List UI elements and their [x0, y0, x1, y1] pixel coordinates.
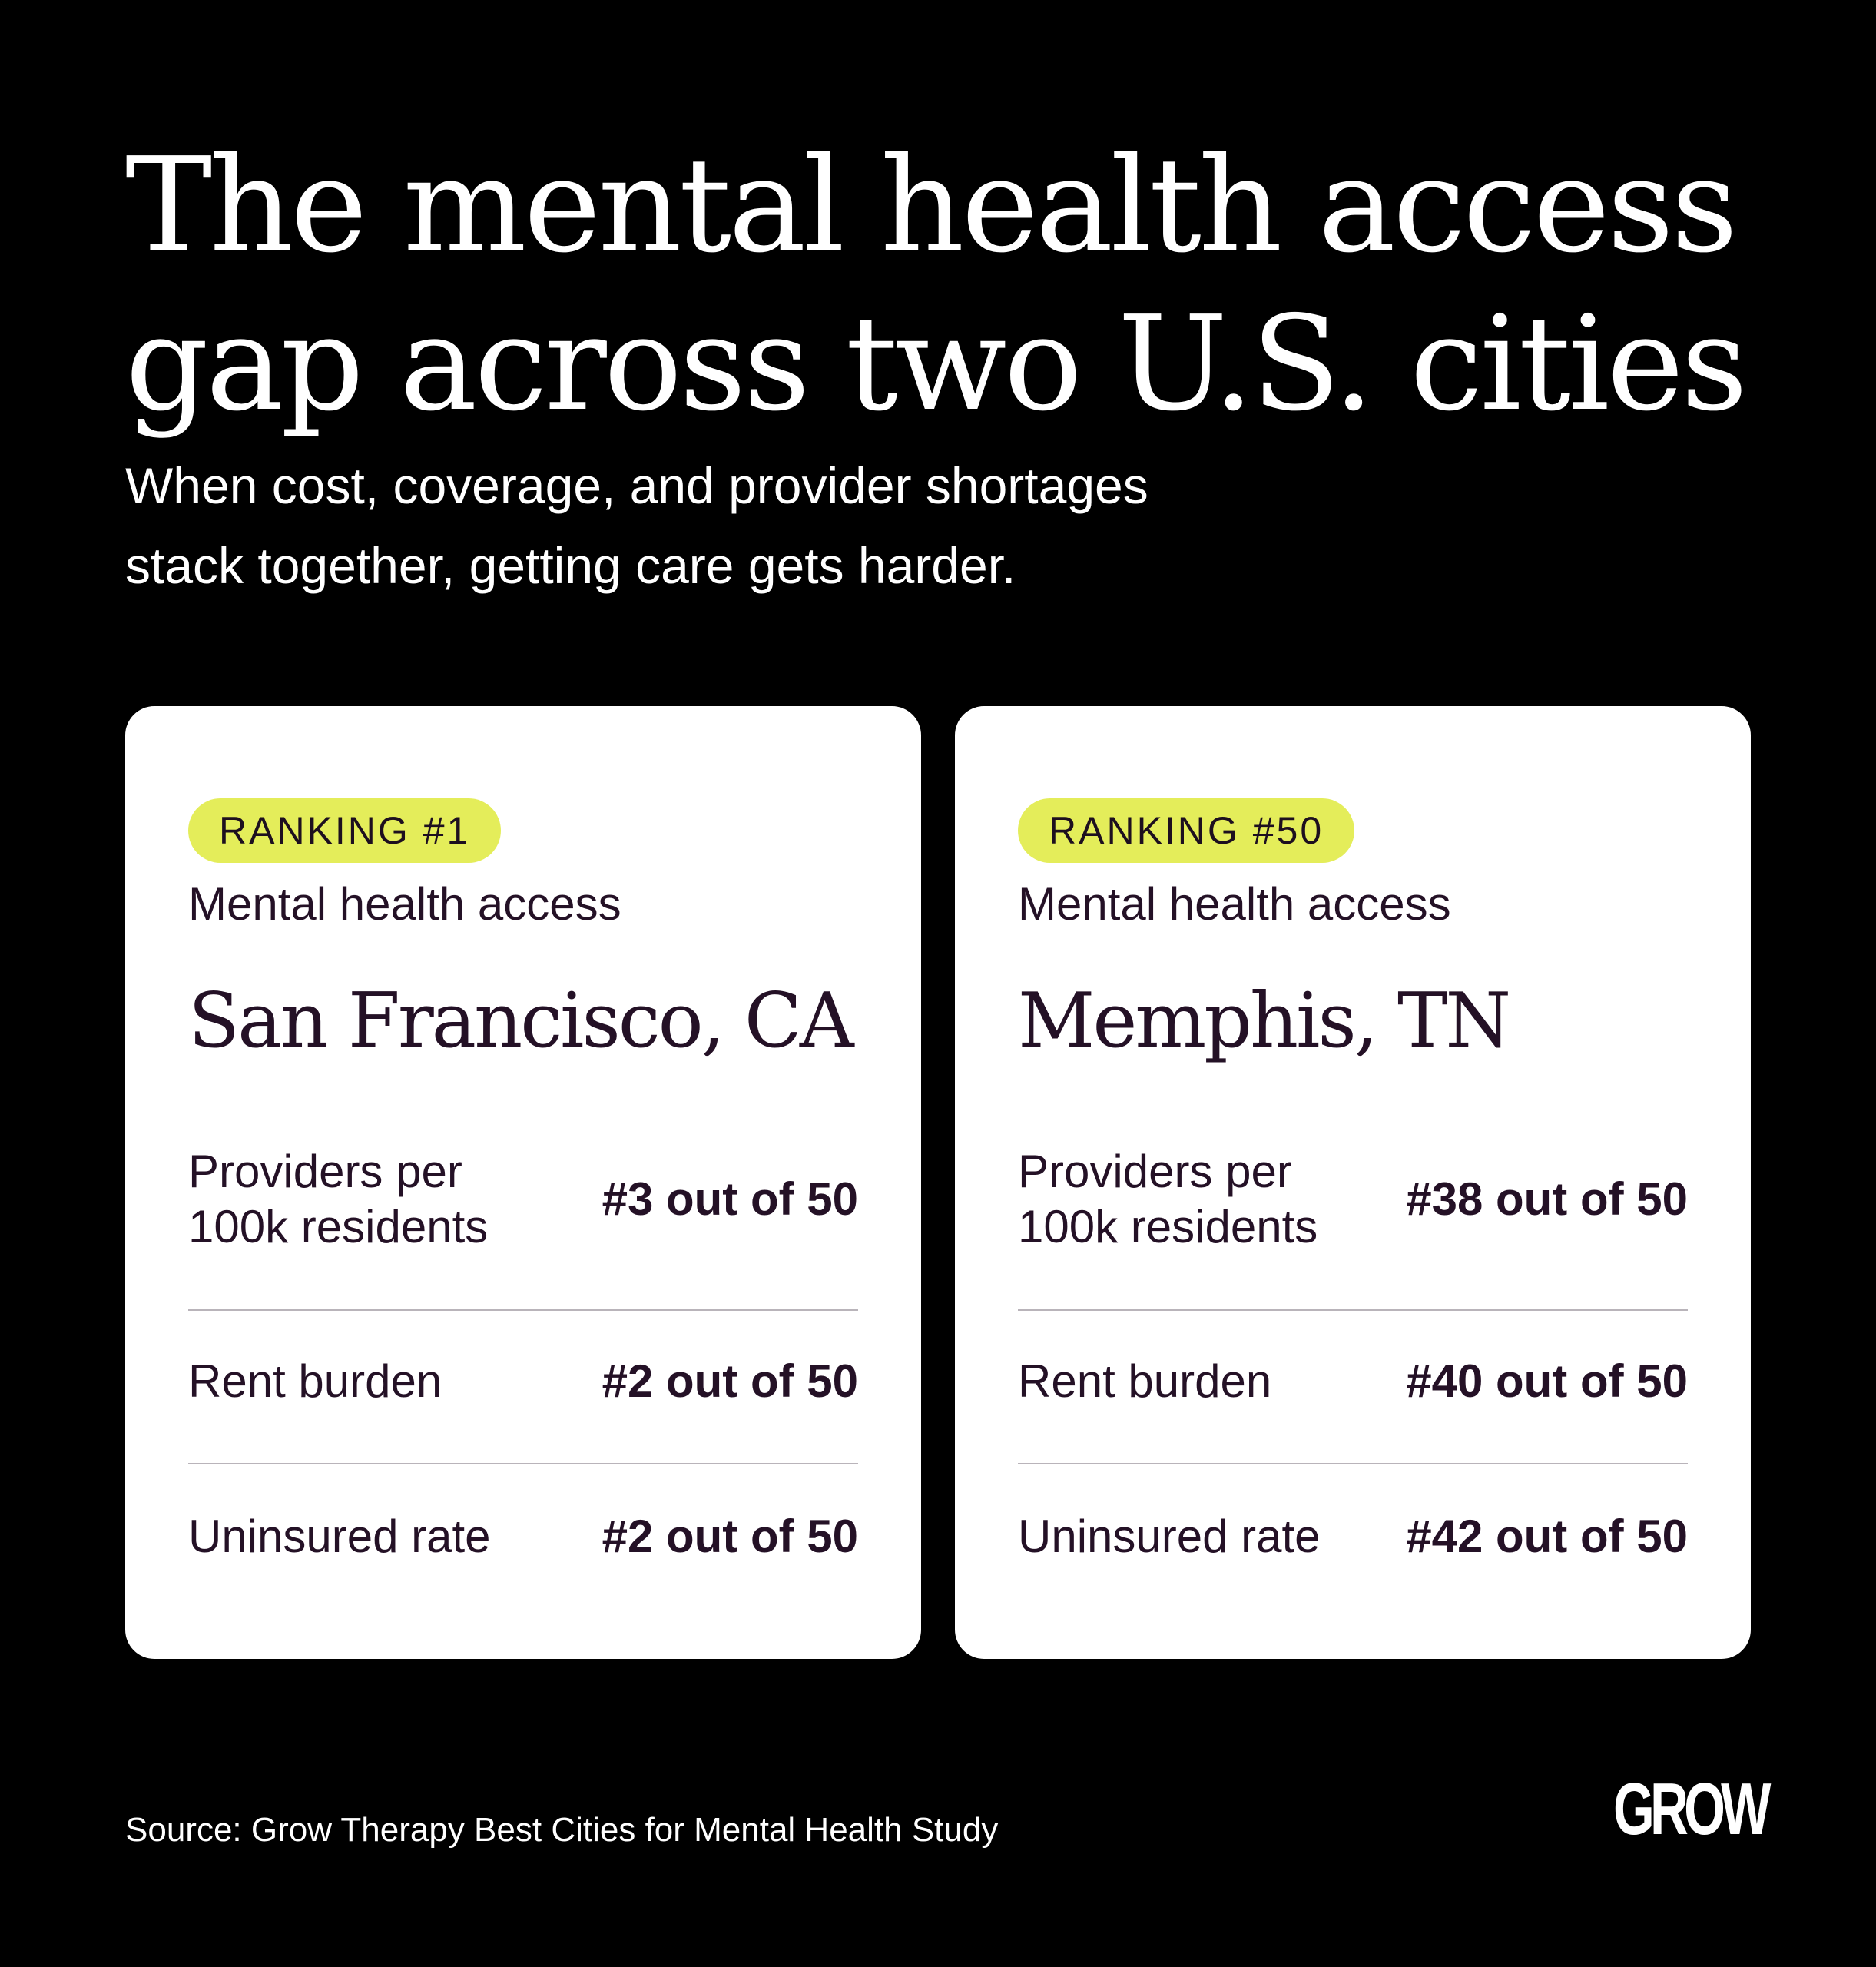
metric-value: #42 out of 50 [1406, 1511, 1688, 1562]
divider [188, 1309, 858, 1311]
ranking-badge: RANKING #1 [188, 798, 502, 863]
metric-label: Rent burden [188, 1355, 442, 1407]
metric-value: #40 out of 50 [1406, 1355, 1688, 1407]
metric-value: #2 out of 50 [602, 1355, 858, 1407]
metric-label: Rent burden [1018, 1355, 1272, 1407]
metric-label: Providers per 100k residents [1018, 1146, 1318, 1252]
city-name: Memphis, TN [1018, 977, 1511, 1065]
metric-value: #3 out of 50 [602, 1173, 858, 1225]
metric-label: Uninsured rate [1018, 1511, 1321, 1562]
city-card-memphis: RANKING #50 Mental health access Memphis… [955, 706, 1751, 1659]
metric-value: #38 out of 50 [1406, 1173, 1688, 1225]
city-name: San Francisco, CA [188, 977, 854, 1065]
page-subtitle: When cost, coverage, and provider shorta… [125, 446, 1508, 605]
subtitle-line-1: When cost, coverage, and provider shorta… [125, 457, 1148, 514]
source-citation: Source: Grow Therapy Best Cities for Men… [125, 1811, 999, 1849]
city-card-san-francisco: RANKING #1 Mental health access San Fran… [125, 706, 921, 1659]
divider [1018, 1309, 1688, 1311]
divider [1018, 1463, 1688, 1464]
grow-logo: GROW [1613, 1768, 1771, 1850]
category-label: Mental health access [188, 878, 621, 930]
category-label: Mental health access [1018, 878, 1451, 930]
metric-value: #2 out of 50 [602, 1511, 858, 1562]
divider [188, 1463, 858, 1464]
metric-label: Providers per 100k residents [188, 1146, 489, 1252]
title-line-2: gap across two U.S. cities [125, 288, 1748, 440]
subtitle-line-2: stack together, getting care gets harder… [125, 537, 1016, 594]
metric-label: Uninsured rate [188, 1511, 491, 1562]
ranking-badge: RANKING #50 [1018, 798, 1355, 863]
title-line-1: The mental health access [125, 130, 1738, 282]
page-title: The mental health access gap across two … [125, 127, 1777, 443]
